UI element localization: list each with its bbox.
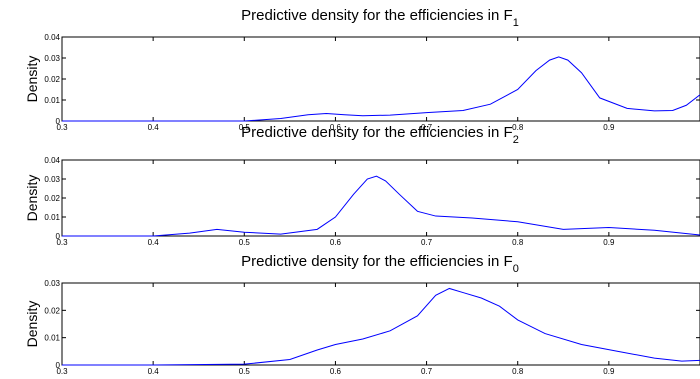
panel-1-title: Predictive density for the efficiencies … — [241, 7, 519, 29]
panel-1-xtick-label: 0.7 — [421, 123, 433, 132]
panel-1-title-text: Predictive density for the efficiencies … — [241, 7, 513, 24]
panel-1-xtick-label: 0.4 — [148, 123, 160, 132]
panel-2-ytick-label: 0 — [56, 232, 61, 241]
panel-2-xtick-label: 0.5 — [239, 238, 251, 247]
panel-3-xtick-label: 0.6 — [330, 367, 342, 376]
panel-2-ytick-label: 0.02 — [44, 194, 60, 203]
panel-1-lines — [62, 56, 700, 122]
panel-2-title: Predictive density for the efficiencies … — [241, 124, 519, 146]
panel-3-ticks: 0.3 0.4 0.5 0.6 0.7 0.8 0.9 0 0.01 0.02 0.03 — [44, 279, 700, 376]
panel-1-ytick-label: 0.04 — [44, 33, 60, 42]
panel-2-lines — [62, 175, 700, 237]
panel-2-xtick-label: 0.9 — [603, 238, 615, 247]
panel-1-xtick-label: 0.5 — [239, 123, 251, 132]
panel-2-ytick-label: 0.03 — [44, 175, 60, 184]
panel-1-axes-frame — [61, 36, 700, 122]
panel-1-ytick-label: 0 — [56, 117, 61, 126]
panel-2-axes-frame — [61, 159, 700, 237]
panel-2-xtick-label: 0.8 — [512, 238, 524, 247]
panel-2-ylabel: Density — [24, 175, 40, 222]
panel-3-xtick-label: 0.7 — [421, 367, 433, 376]
panel-1-title-subscript: 1 — [513, 17, 519, 29]
panel-3-title: Predictive density for the efficiencies … — [241, 253, 519, 275]
panel-1-xtick-label: 0.9 — [603, 123, 615, 132]
panel-2-xtick-label: 0.4 — [148, 238, 160, 247]
panel-1-ticks: 0.3 0.4 0.5 0.6 0.7 0.8 0.9 0 0.01 0.02 0.03 0.04 — [44, 33, 700, 132]
panel-3-xtick-label: 0.9 — [603, 367, 615, 376]
panel-3-ytick-label: 0.02 — [44, 306, 60, 315]
panel-3-ytick-label: 0 — [56, 361, 61, 370]
panel-3-ytick-label: 0.03 — [44, 279, 60, 288]
panel-2: Predictive density for the efficiencies … — [24, 124, 700, 247]
panel-3-ytick-label: 0.01 — [44, 334, 60, 343]
panel-1-density-line — [62, 56, 700, 122]
panel-3-title-subscript: 0 — [513, 263, 519, 275]
panel-3-xtick-label: 0.4 — [148, 367, 160, 376]
panel-2-xtick-label: 0.7 — [421, 238, 433, 247]
panel-1-xtick-label: 0.6 — [330, 123, 342, 132]
panel-3: Predictive density for the efficiencies … — [24, 253, 700, 376]
panel-3-xtick-label: 0.8 — [512, 367, 524, 376]
panel-1-ytick-label: 0.03 — [44, 54, 60, 63]
panel-2-ticks: 0.3 0.4 0.5 0.6 0.7 0.8 0.9 0 0.01 0.02 0.03 0.04 — [44, 156, 700, 247]
panel-2-title-subscript: 2 — [513, 134, 519, 146]
panel-2-title-text: Predictive density for the efficiencies … — [241, 124, 513, 141]
panel-2-density-line — [62, 175, 700, 237]
panel-3-xtick-label: 0.3 — [56, 367, 68, 376]
panel-1-ytick-label: 0.02 — [44, 75, 60, 84]
panel-3-axes-frame — [61, 282, 700, 366]
panel-3-xtick-label: 0.5 — [239, 367, 251, 376]
panel-3-density-line — [62, 287, 700, 366]
panel-2-xtick-label: 0.3 — [56, 238, 68, 247]
panel-1-ylabel: Density — [24, 56, 40, 103]
panel-1-xtick-label: 0.3 — [56, 123, 68, 132]
panel-3-ylabel: Density — [24, 301, 40, 348]
panel-2-ytick-label: 0.01 — [44, 213, 60, 222]
panel-3-title-text: Predictive density for the efficiencies … — [241, 253, 513, 270]
panel-3-lines — [62, 287, 700, 366]
panel-1-xtick-label: 0.8 — [512, 123, 524, 132]
panel-1: Predictive density for the efficiencies … — [24, 7, 700, 132]
panel-2-ytick-label: 0.04 — [44, 156, 60, 165]
panel-1-ytick-label: 0.01 — [44, 96, 60, 105]
panel-2-xtick-label: 0.6 — [330, 238, 342, 247]
